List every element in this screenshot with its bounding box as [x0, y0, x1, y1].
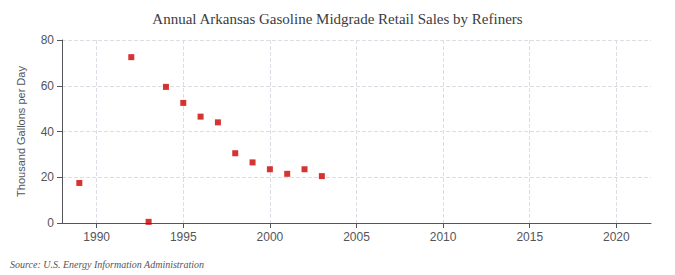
svg-text:Annual Arkansas Gasoline Midgr: Annual Arkansas Gasoline Midgrade Retail…: [152, 11, 522, 27]
svg-text:2020: 2020: [603, 230, 630, 244]
svg-text:20: 20: [41, 170, 55, 184]
svg-text:1995: 1995: [170, 230, 197, 244]
svg-text:80: 80: [41, 33, 55, 47]
svg-text:2010: 2010: [430, 230, 457, 244]
svg-text:2015: 2015: [516, 230, 543, 244]
svg-text:1990: 1990: [83, 230, 110, 244]
svg-text:2005: 2005: [343, 230, 370, 244]
svg-text:60: 60: [41, 79, 55, 93]
svg-text:40: 40: [41, 125, 55, 139]
svg-text:2000: 2000: [257, 230, 284, 244]
svg-text:Source: U.S. Energy Informatio: Source: U.S. Energy Information Administ…: [10, 259, 204, 270]
svg-text:Thousand Gallons per Day: Thousand Gallons per Day: [15, 66, 27, 197]
svg-text:0: 0: [47, 216, 54, 230]
